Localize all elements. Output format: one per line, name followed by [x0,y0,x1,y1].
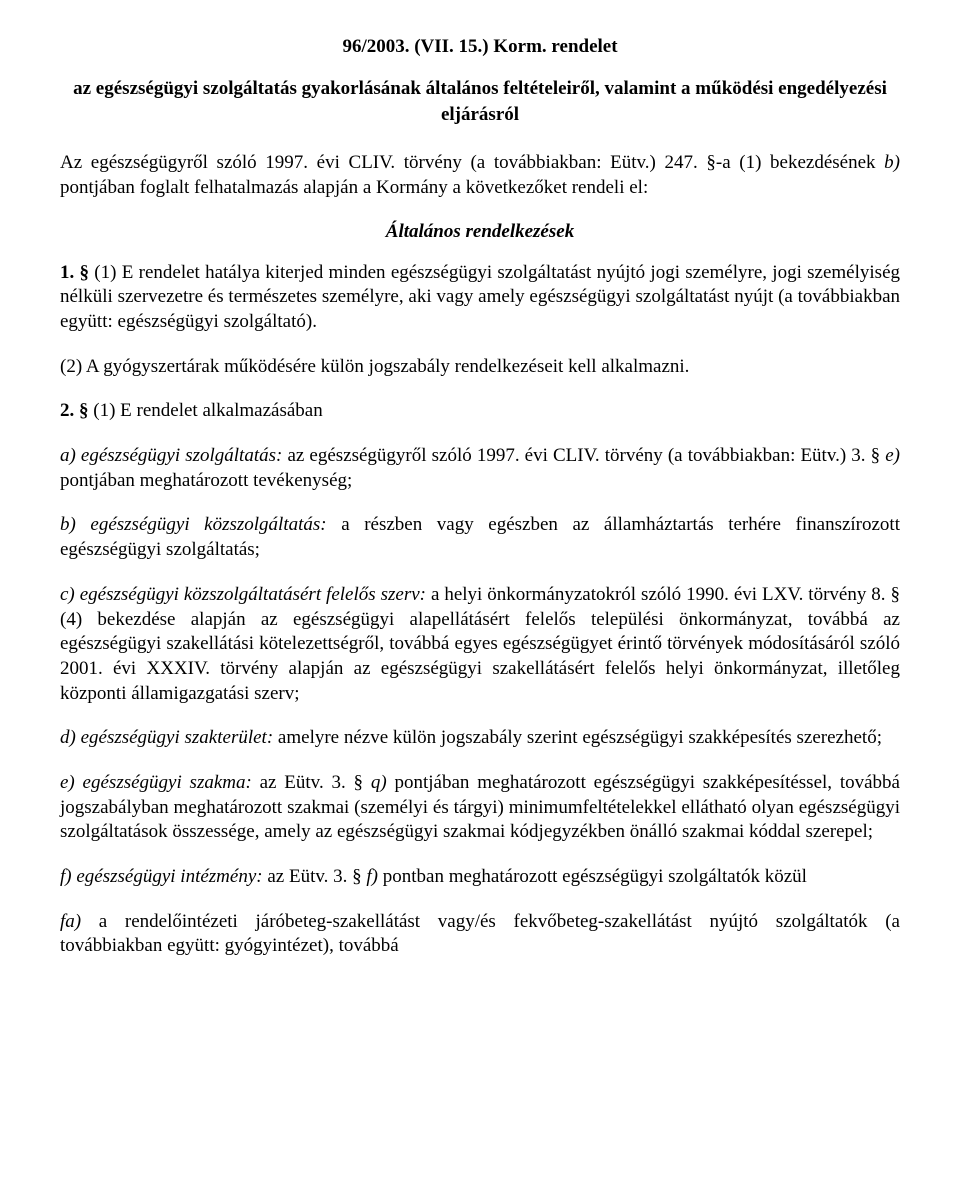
document-subtitle: az egészségügyi szolgáltatás gyakorlásán… [60,76,900,127]
document-title: 96/2003. (VII. 15.) Korm. rendelet [60,36,900,58]
term-f: f) egészségügyi intézmény: [60,866,263,887]
def-f-body-1: az Eütv. 3. § [263,866,367,887]
def-fa-body: a rendelőintézeti járóbeteg-szakellátást… [60,911,900,957]
section-1-marker: 1. § [60,262,89,283]
section-heading: Általános rendelkezések [60,221,900,243]
paragraph-2-1: 2. § (1) E rendelet alkalmazásában [60,399,900,424]
def-f-body-2: pontban meghatározott egészségügyi szolg… [378,866,807,887]
paragraph-1-1: 1. § (1) E rendelet hatálya kiterjed min… [60,261,900,335]
term-a: a) egészségügyi szolgáltatás: [60,445,282,466]
intro-paragraph: Az egészségügyről szóló 1997. évi CLIV. … [60,151,900,200]
term-fa: fa) [60,911,81,932]
section-2-1-body: (1) E rendelet alkalmazásában [89,400,323,421]
definition-b: b) egészségügyi közszolgáltatás: a részb… [60,513,900,562]
def-e-body-1: az Eütv. 3. § [252,772,371,793]
def-a-e-italic: e) [885,445,900,466]
term-d: d) egészségügyi szakterület: [60,727,273,748]
def-a-body-2: pontjában meghatározott tevékenység; [60,470,352,491]
definition-d: d) egészségügyi szakterület: amelyre néz… [60,726,900,751]
definition-e: e) egészségügyi szakma: az Eütv. 3. § q)… [60,771,900,845]
def-d-body: amelyre nézve külön jogszabály szerint e… [273,727,882,748]
def-a-body-1: az egészségügyről szóló 1997. évi CLIV. … [282,445,885,466]
intro-text-1: Az egészségügyről szóló 1997. évi CLIV. … [60,152,884,173]
definition-a: a) egészségügyi szolgáltatás: az egészsé… [60,444,900,493]
intro-b-italic: b) [884,152,900,173]
def-f-f-italic: f) [366,866,378,887]
section-2-marker: 2. § [60,400,89,421]
def-e-q-italic: q) [371,772,387,793]
intro-text-2: pontjában foglalt felhatalmazás alapján … [60,177,648,198]
definition-c: c) egészségügyi közszolgáltatásért felel… [60,583,900,706]
term-e: e) egészségügyi szakma: [60,772,252,793]
definition-f: f) egészségügyi intézmény: az Eütv. 3. §… [60,865,900,890]
section-1-1-body: (1) E rendelet hatálya kiterjed minden e… [60,262,900,332]
term-c: c) egészségügyi közszolgáltatásért felel… [60,584,426,605]
paragraph-1-2: (2) A gyógyszertárak működésére külön jo… [60,355,900,380]
document-page: 96/2003. (VII. 15.) Korm. rendelet az eg… [0,0,960,1195]
term-b: b) egészségügyi közszolgáltatás: [60,514,327,535]
definition-fa: fa) a rendelőintézeti járóbeteg-szakellá… [60,910,900,959]
